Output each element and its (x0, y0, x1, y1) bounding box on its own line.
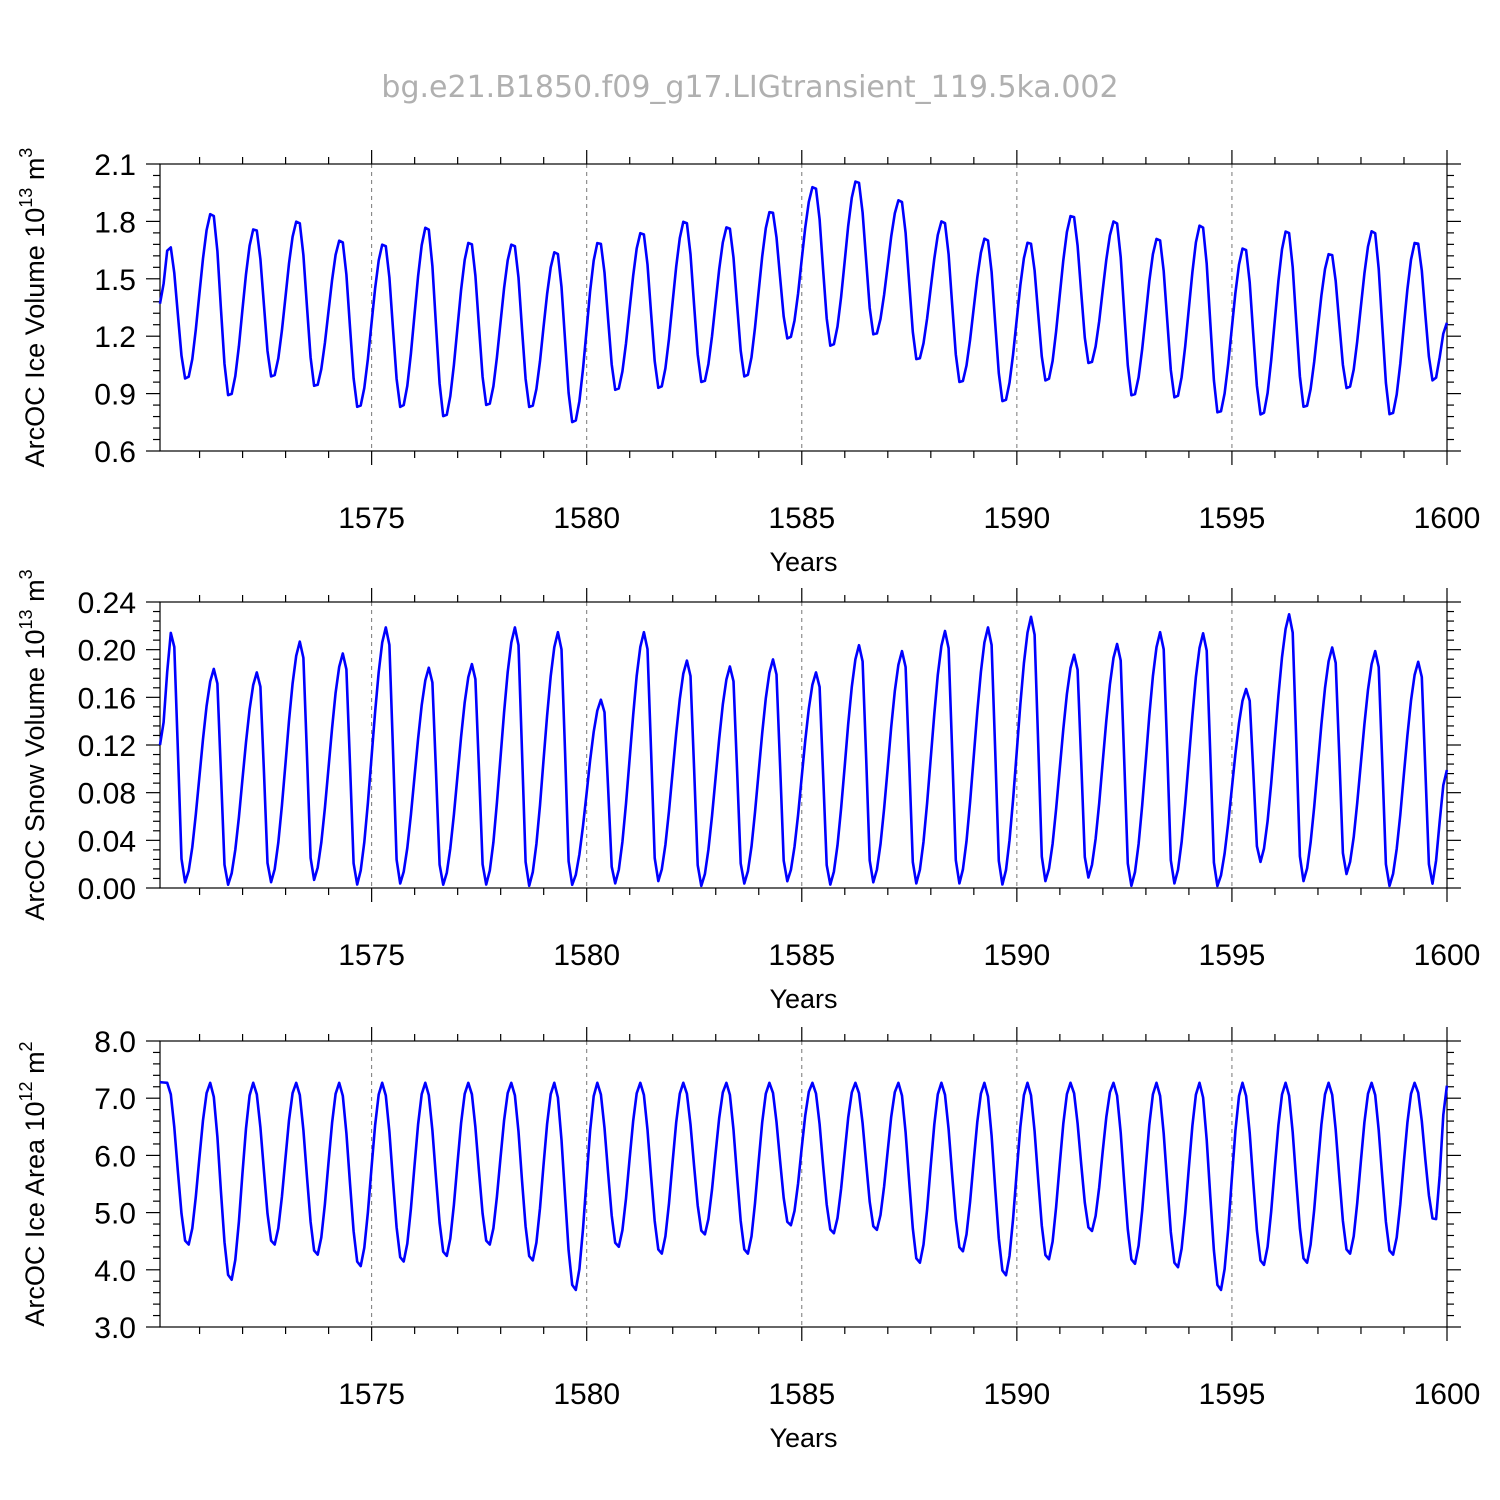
y-tick-label: 8.0 (94, 1026, 136, 1059)
y-tick-label: 5.0 (94, 1198, 136, 1231)
x-tick-label: 1600 (1414, 1378, 1481, 1411)
y-tick-label: 0.24 (78, 587, 136, 620)
y-tick-label: 0.12 (78, 730, 136, 763)
x-tick-label: 1595 (1199, 1378, 1266, 1411)
figure-title: bg.e21.B1850.f09_g17.LIGtransient_119.5k… (381, 70, 1118, 105)
x-tick-label: 1590 (983, 939, 1050, 972)
y-tick-label: 1.8 (94, 206, 136, 239)
y-tick-label: 0.16 (78, 682, 136, 715)
y-tick-label: 2.1 (94, 149, 136, 182)
x-tick-label: 1580 (553, 502, 620, 535)
x-tick-label: 1585 (768, 1378, 835, 1411)
x-tick-label: 1585 (768, 939, 835, 972)
x-tick-label: 1595 (1199, 939, 1266, 972)
y-tick-label: 4.0 (94, 1255, 136, 1288)
y-tick-label: 3.0 (94, 1312, 136, 1345)
y-tick-label: 0.00 (78, 873, 136, 906)
x-axis-label: Years (769, 984, 837, 1014)
y-tick-label: 1.2 (94, 321, 136, 354)
y-tick-label: 0.9 (94, 379, 136, 412)
y-axis-label: ArcOC Snow Volume 1013 m3 (16, 569, 50, 920)
x-tick-label: 1590 (983, 1378, 1050, 1411)
data-series-line (159, 1080, 1449, 1292)
x-axis-label: Years (769, 1423, 837, 1453)
y-tick-label: 0.08 (78, 778, 136, 811)
x-tick-label: 1595 (1199, 502, 1266, 535)
x-tick-label: 1590 (983, 502, 1050, 535)
plot-frame (159, 163, 1448, 452)
y-axis-label: ArcOC Ice Volume 1013 m3 (16, 148, 50, 468)
plot-frame (159, 1040, 1448, 1328)
x-tick-label: 1575 (338, 1378, 405, 1411)
x-tick-label: 1600 (1414, 502, 1481, 535)
panel-ice-volume: 1575 1580 1585 1590 1595 1600 0.6 0.9 1.2 1.5 1.8 2… (16, 148, 1480, 577)
x-tick-label: 1575 (338, 502, 405, 535)
y-tick-label: 0.04 (78, 825, 136, 858)
data-series-line (158, 180, 1449, 424)
y-tick-label: 1.5 (94, 264, 136, 297)
y-axis-label: ArcOC Ice Area 1012 m2 (16, 1041, 50, 1326)
x-tick-label: 1585 (768, 502, 835, 535)
y-tick-label: 0.6 (94, 436, 136, 469)
panel-ice-area: 1575 1580 1585 1590 1595 1600 3.0 4.0 5.0 6.0 7.0 8… (16, 1026, 1480, 1453)
y-tick-label: 0.20 (78, 635, 136, 668)
data-series-line (158, 613, 1449, 888)
panel-snow-volume: 1575 1580 1585 1590 1595 1600 0.00 0.04 0.08 0.12… (16, 569, 1480, 1014)
x-tick-label: 1580 (553, 939, 620, 972)
x-tick-label: 1575 (338, 939, 405, 972)
x-tick-label: 1600 (1414, 939, 1481, 972)
y-tick-label: 7.0 (94, 1083, 136, 1116)
y-tick-label: 6.0 (94, 1140, 136, 1173)
x-axis-label: Years (769, 547, 837, 577)
x-tick-label: 1580 (553, 1378, 620, 1411)
